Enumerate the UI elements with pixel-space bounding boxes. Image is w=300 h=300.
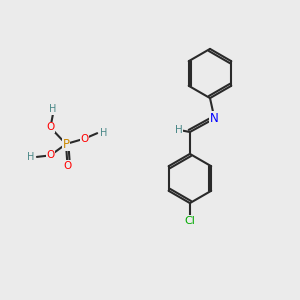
Text: P: P — [62, 137, 70, 151]
Text: Cl: Cl — [184, 215, 195, 226]
Text: O: O — [46, 122, 55, 133]
Text: H: H — [49, 104, 56, 115]
Text: O: O — [63, 160, 72, 171]
Text: N: N — [210, 112, 219, 125]
Text: O: O — [46, 150, 55, 161]
Text: H: H — [27, 152, 34, 162]
Text: H: H — [100, 128, 107, 138]
Text: H: H — [175, 124, 182, 135]
Text: O: O — [80, 134, 89, 144]
